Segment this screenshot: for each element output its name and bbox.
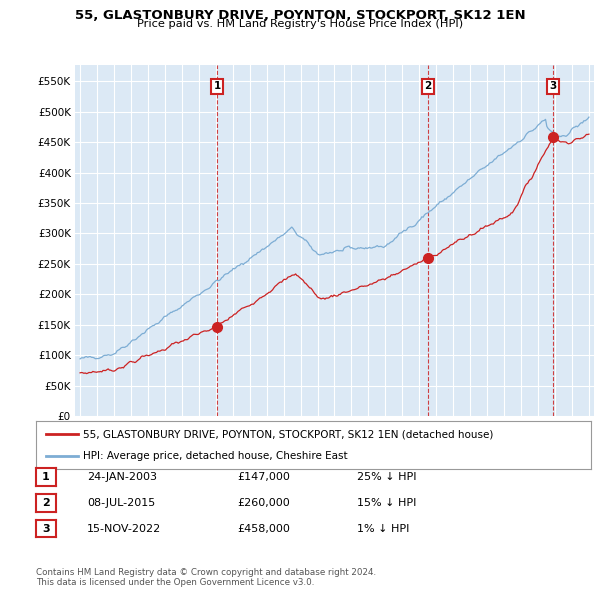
Text: 2: 2 <box>42 498 50 507</box>
Text: 15-NOV-2022: 15-NOV-2022 <box>87 524 161 533</box>
Text: 24-JAN-2003: 24-JAN-2003 <box>87 472 157 481</box>
Text: 3: 3 <box>550 81 557 91</box>
Text: 2: 2 <box>424 81 432 91</box>
Text: HPI: Average price, detached house, Cheshire East: HPI: Average price, detached house, Ches… <box>83 451 348 461</box>
Text: 3: 3 <box>42 524 50 533</box>
Text: £260,000: £260,000 <box>237 498 290 507</box>
Text: £147,000: £147,000 <box>237 472 290 481</box>
Text: 1: 1 <box>214 81 221 91</box>
Text: Contains HM Land Registry data © Crown copyright and database right 2024.
This d: Contains HM Land Registry data © Crown c… <box>36 568 376 587</box>
Text: Price paid vs. HM Land Registry's House Price Index (HPI): Price paid vs. HM Land Registry's House … <box>137 19 463 29</box>
Text: 25% ↓ HPI: 25% ↓ HPI <box>357 472 416 481</box>
Text: 1: 1 <box>42 472 50 481</box>
Text: 15% ↓ HPI: 15% ↓ HPI <box>357 498 416 507</box>
Text: 1% ↓ HPI: 1% ↓ HPI <box>357 524 409 533</box>
Text: £458,000: £458,000 <box>237 524 290 533</box>
Text: 08-JUL-2015: 08-JUL-2015 <box>87 498 155 507</box>
Text: 55, GLASTONBURY DRIVE, POYNTON, STOCKPORT, SK12 1EN: 55, GLASTONBURY DRIVE, POYNTON, STOCKPOR… <box>74 9 526 22</box>
Text: 55, GLASTONBURY DRIVE, POYNTON, STOCKPORT, SK12 1EN (detached house): 55, GLASTONBURY DRIVE, POYNTON, STOCKPOR… <box>83 429 494 439</box>
